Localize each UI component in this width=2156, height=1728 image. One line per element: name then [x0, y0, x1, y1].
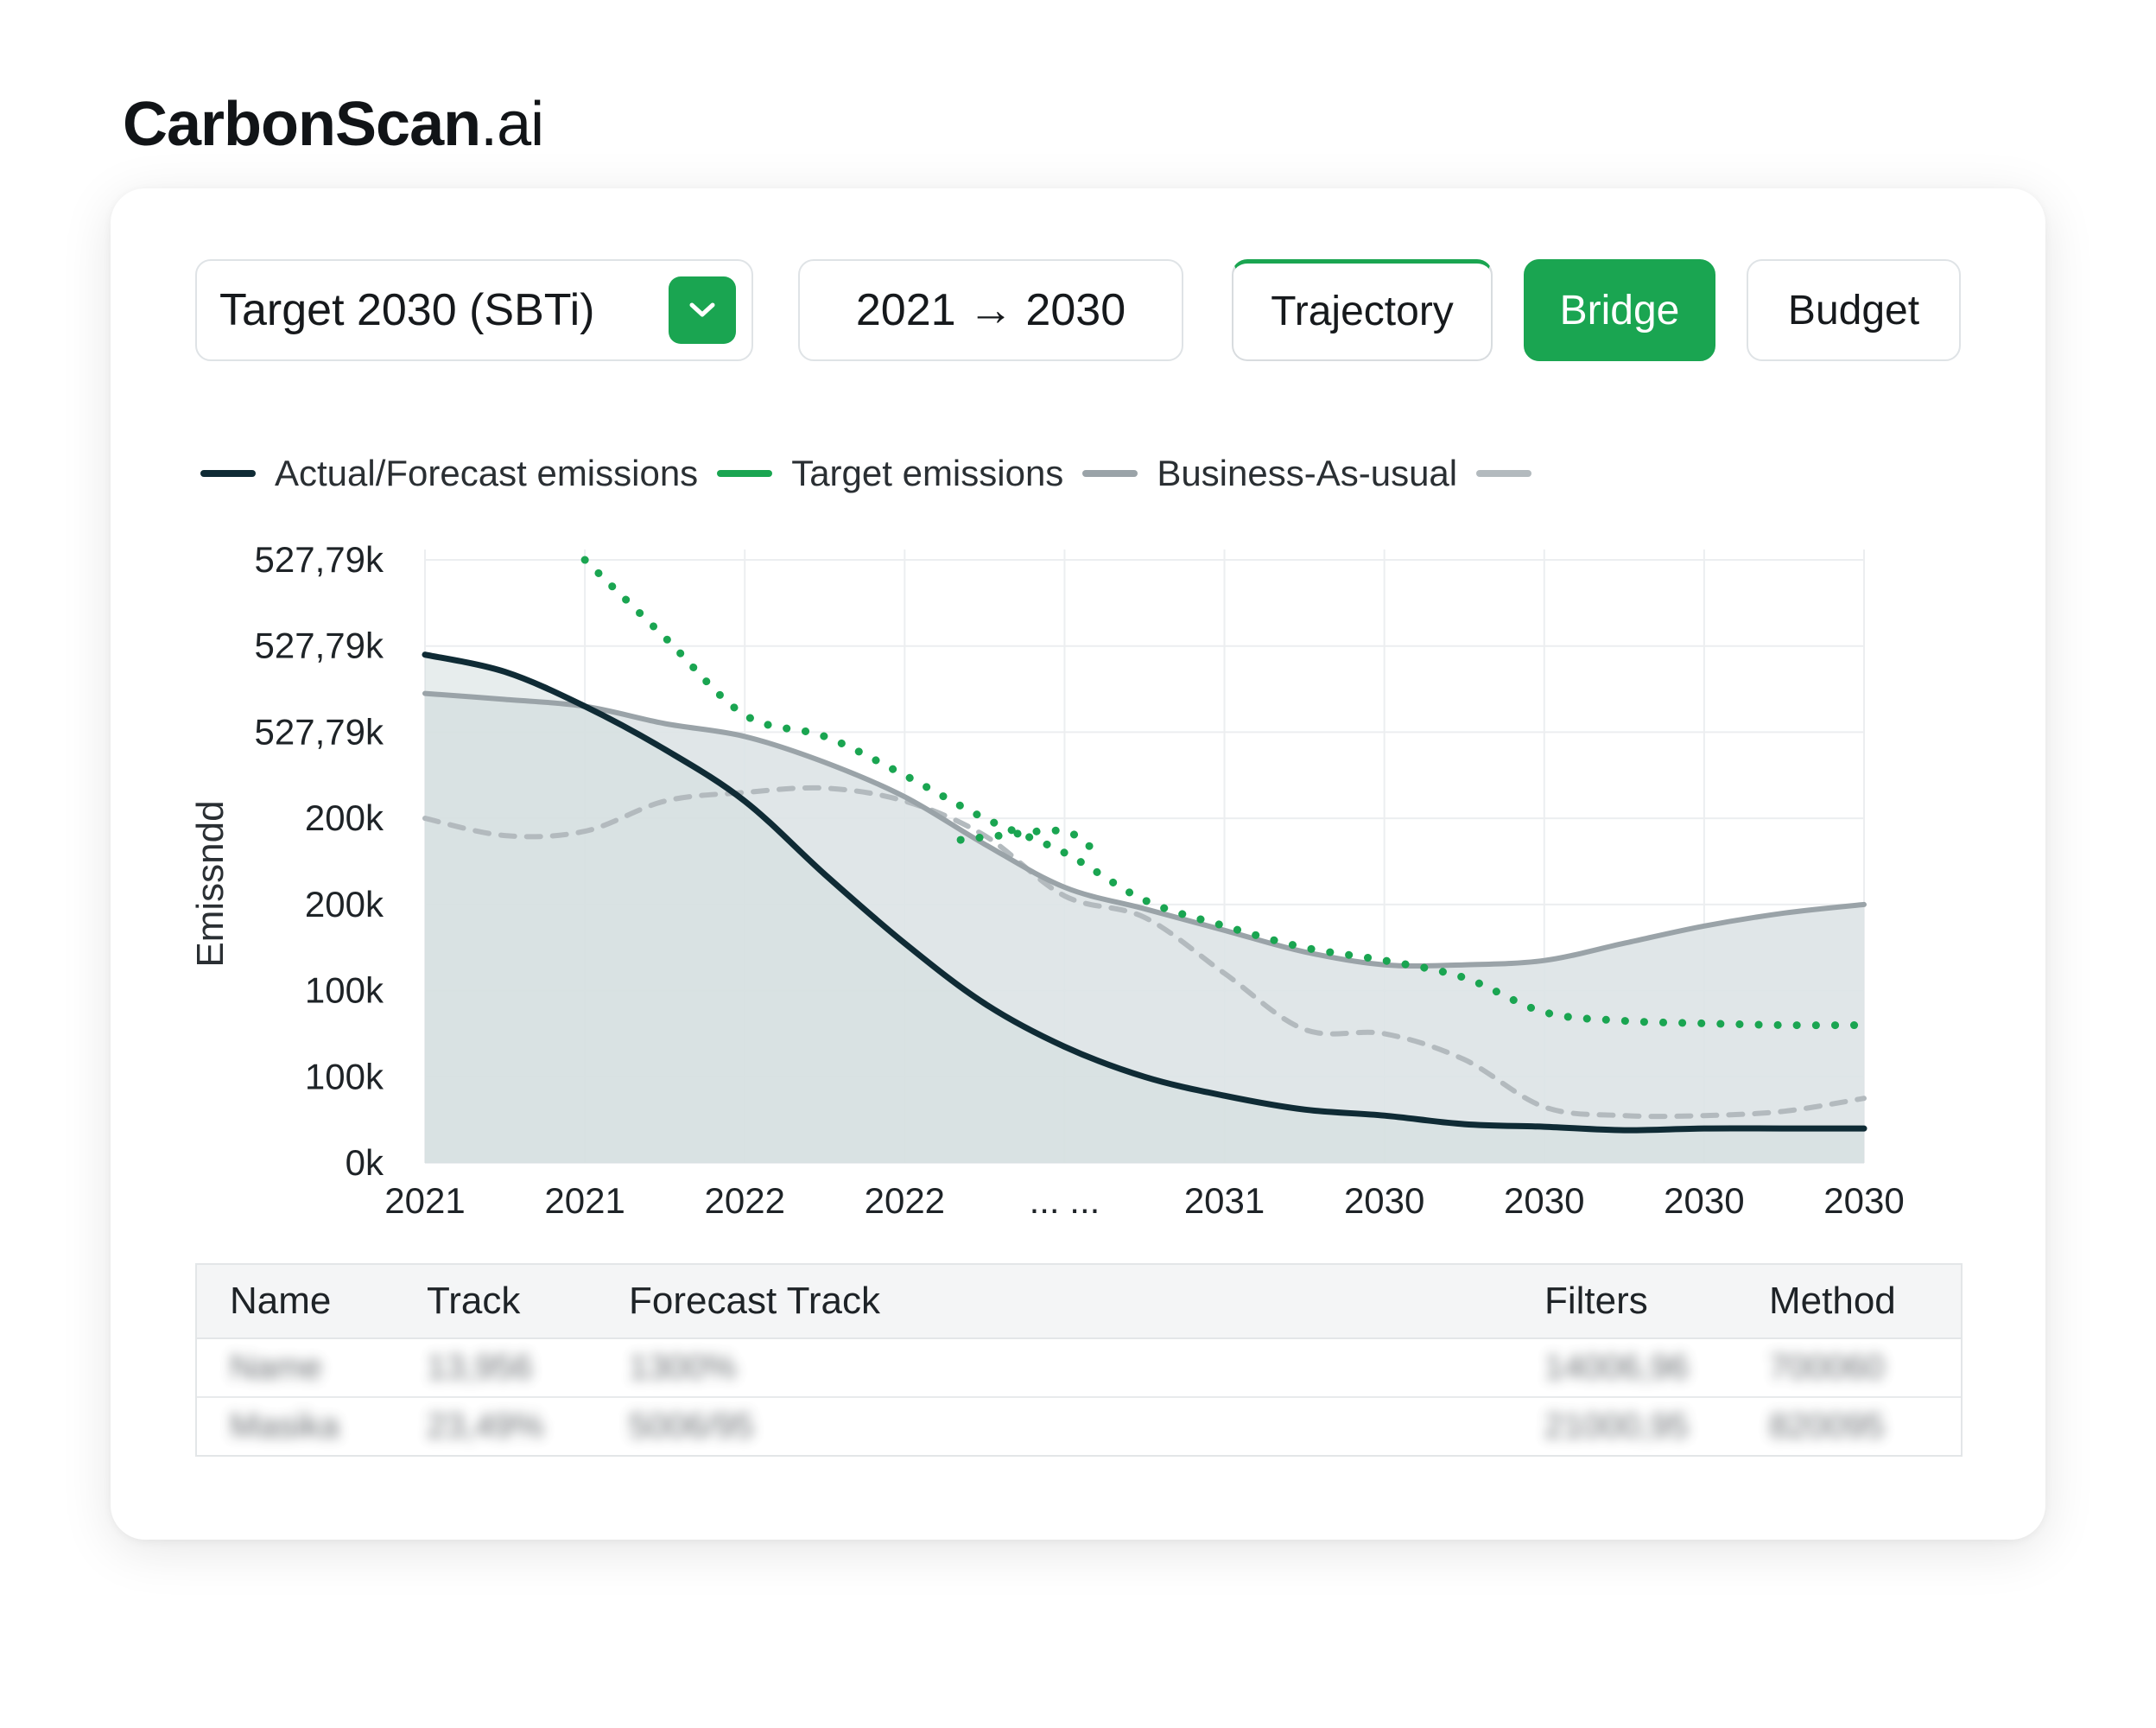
series-line-actual: [422, 651, 1867, 1134]
legend-swatch-bau: [1082, 470, 1138, 477]
x-tick-label: 2021: [384, 1180, 465, 1221]
x-tick-label: 2030: [1344, 1180, 1424, 1221]
series-line-target-branch: [956, 826, 1100, 857]
cell-filters: 21000,95: [1544, 1407, 1689, 1445]
series-line-target: [580, 556, 1868, 1030]
column-header-method[interactable]: Method: [1769, 1280, 1896, 1322]
target-select[interactable]: Target 2030 (SBTi): [195, 259, 753, 361]
x-tick-label: 2022: [865, 1180, 945, 1221]
x-axis-ticks: 2021 2021 2022 2022 ... ... 2031 2030 2030 2030 2…: [384, 1180, 1904, 1221]
x-tick-label: 2021: [544, 1180, 625, 1221]
x-tick-label: 2030: [1664, 1180, 1744, 1221]
cell-track: 13,956: [427, 1348, 533, 1387]
x-tick-label: 2030: [1823, 1180, 1904, 1221]
column-header-name[interactable]: Name: [230, 1280, 332, 1322]
legend-swatch-extra: [1476, 470, 1532, 477]
cell-name: Masika: [230, 1407, 339, 1445]
y-tick-label: 527,79k: [255, 711, 384, 752]
cell-name: Name: [230, 1348, 322, 1387]
legend-item-extra[interactable]: [1476, 470, 1532, 477]
y-axis-ticks: 0k 100k 100k 200k 200k 527,79k 527,79k 527,79k: [255, 539, 384, 1183]
x-tick-label: 2030: [1504, 1180, 1584, 1221]
column-header-track[interactable]: Track: [427, 1280, 521, 1322]
legend-label-target: Target emissions: [791, 453, 1064, 493]
y-tick-label: 200k: [305, 797, 384, 838]
legend-swatch-target: [717, 470, 773, 477]
target-select-value: Target 2030 (SBTi): [219, 285, 595, 335]
y-tick-label: 200k: [305, 884, 384, 924]
brand-suffix: .ai: [480, 90, 544, 159]
emissions-card: Target 2030 (SBTi) 2021 → 2030 Trajector…: [111, 188, 2045, 1540]
data-table: Name Track Forecast Track Filters Method…: [195, 1263, 1963, 1457]
chart-areas: [425, 654, 1864, 1163]
cell-filters: 14006,96: [1544, 1348, 1689, 1387]
y-axis-label: Emissndd: [189, 800, 231, 967]
column-header-filters[interactable]: Filters: [1544, 1280, 1648, 1322]
cell-forecast-track: 1300%: [629, 1348, 737, 1387]
y-tick-label: 100k: [305, 970, 384, 1011]
series-line-bau: [422, 690, 1867, 969]
tab-trajectory[interactable]: Trajectory: [1232, 259, 1493, 361]
x-tick-label: 2022: [705, 1180, 785, 1221]
x-tick-label: 2031: [1184, 1180, 1265, 1221]
brand-logo: CarbonScan.ai: [123, 90, 544, 159]
actual-area-fill: [425, 654, 1864, 1163]
legend-item-target[interactable]: Target emissions: [717, 453, 1063, 494]
column-header-forecast-track[interactable]: Forecast Track: [629, 1280, 880, 1322]
date-range-selector[interactable]: 2021 → 2030: [798, 259, 1183, 361]
series-line-extra: [422, 785, 1867, 1120]
chart-lines: [422, 556, 1868, 1134]
y-tick-label: 527,79k: [255, 539, 384, 580]
table-row[interactable]: Masika 23,49% 5006/95 21000,95 820095: [197, 1398, 1961, 1455]
cell-method: 820095: [1769, 1407, 1885, 1445]
y-tick-label: 0k: [346, 1142, 384, 1183]
cell-track: 23,49%: [427, 1407, 544, 1445]
emissions-chart: 0k100k100k200k200k527,79k527,79k527,79k …: [189, 539, 1905, 1221]
legend-label-bau: Business-As-usual: [1157, 453, 1458, 493]
chevron-down-icon[interactable]: [669, 276, 736, 344]
cell-forecast-track: 5006/95: [629, 1407, 754, 1445]
y-tick-label: 100k: [305, 1056, 384, 1096]
legend-item-bau[interactable]: Business-As-usual: [1082, 453, 1457, 494]
x-tick-label: ... ...: [1030, 1180, 1100, 1221]
brand-name: CarbonScan: [123, 90, 481, 159]
table-row[interactable]: Name 13,956 1300% 14006,96 700060: [197, 1339, 1961, 1398]
tab-bridge[interactable]: Bridge: [1524, 259, 1715, 361]
cell-method: 700060: [1769, 1348, 1885, 1387]
legend-swatch-actual: [200, 470, 256, 477]
y-tick-label: 527,79k: [255, 626, 384, 666]
legend-label-actual: Actual/Forecast emissions: [275, 453, 699, 493]
legend-item-actual[interactable]: Actual/Forecast emissions: [200, 453, 698, 494]
tab-budget[interactable]: Budget: [1747, 259, 1961, 361]
chart-legend: Actual/Forecast emissions Target emissio…: [200, 448, 1550, 499]
table-header: Name Track Forecast Track Filters Method: [197, 1265, 1961, 1339]
